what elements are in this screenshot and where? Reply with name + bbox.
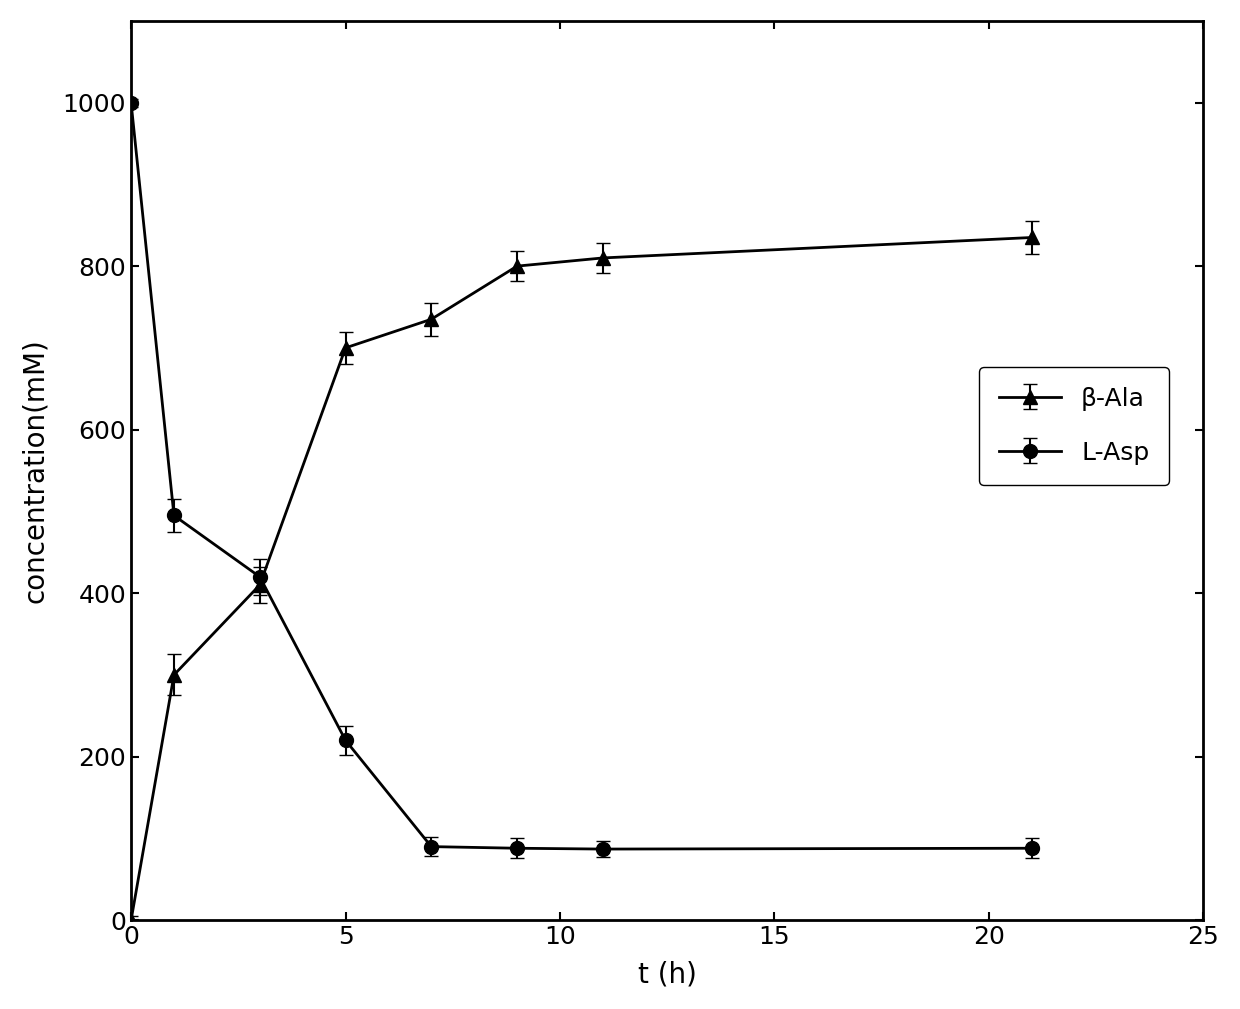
- Legend: β-Ala, L-Asp: β-Ala, L-Asp: [978, 366, 1169, 484]
- X-axis label: t (h): t (h): [637, 961, 697, 988]
- Y-axis label: concentration(mM): concentration(mM): [21, 338, 48, 603]
